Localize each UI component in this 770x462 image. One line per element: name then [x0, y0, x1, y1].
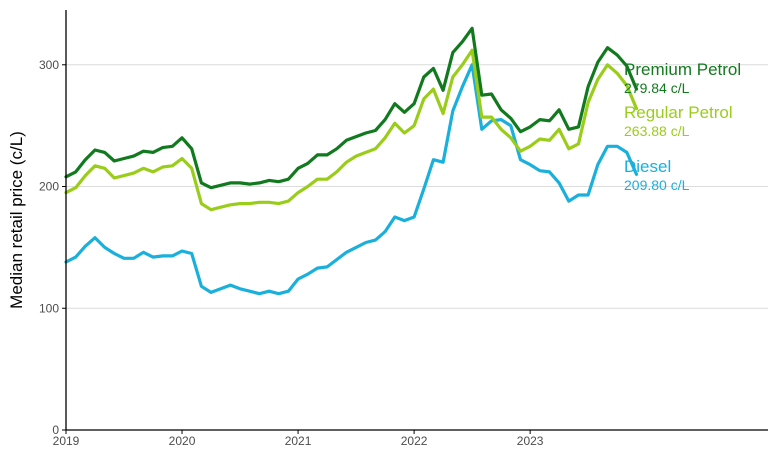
y-tick-label: 300: [39, 58, 59, 72]
label-diesel: Diesel: [624, 157, 671, 176]
x-tick-label: 2022: [401, 434, 428, 448]
axes: [65, 10, 768, 431]
value-diesel: 209.80 c/L: [624, 177, 690, 193]
value-regular-petrol: 263.88 c/L: [624, 123, 690, 139]
tick-labels: 0 100 200 300 2019 2020 2021 2022 2023: [39, 58, 544, 448]
label-premium-petrol: Premium Petrol: [624, 60, 741, 79]
series-line-regular-petrol: [64, 48, 639, 212]
label-regular-petrol: Regular Petrol: [624, 103, 733, 122]
y-tick-label: 0: [52, 423, 59, 437]
y-tick-label: 100: [39, 301, 59, 315]
series-lines: [64, 26, 639, 296]
x-tick-label: 2020: [169, 434, 196, 448]
x-tick-label: 2019: [53, 434, 80, 448]
x-tick-label: 2023: [517, 434, 544, 448]
x-tick-label: 2021: [285, 434, 312, 448]
series-line-diesel: [64, 63, 639, 296]
value-premium-petrol: 279.84 c/L: [624, 80, 690, 96]
y-axis-title: Median retail price (c/L): [7, 131, 26, 309]
series-line-premium-petrol: [64, 26, 639, 190]
gridlines: [66, 64, 768, 309]
y-tick-label: 200: [39, 180, 59, 194]
